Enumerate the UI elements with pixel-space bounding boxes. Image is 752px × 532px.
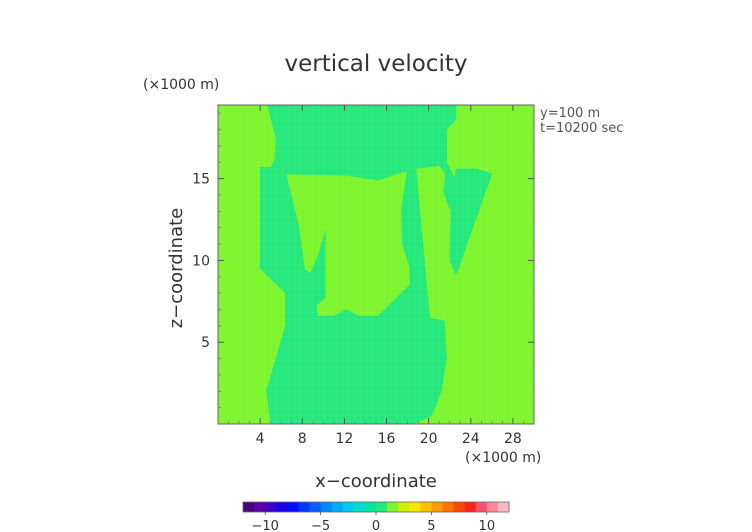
annotation-y: y=100 m bbox=[540, 106, 600, 121]
chart-title: vertical velocity bbox=[285, 51, 468, 77]
colorbar bbox=[243, 502, 510, 512]
colorbar-swatch bbox=[398, 502, 410, 512]
colorbar-swatch bbox=[254, 502, 266, 512]
colorbar-swatch bbox=[442, 502, 454, 512]
x-tick-label: 12 bbox=[335, 431, 353, 447]
x-tick-label: 4 bbox=[256, 431, 265, 447]
colorbar-swatch bbox=[342, 502, 355, 512]
colorbar-swatch bbox=[287, 502, 299, 512]
colorbar-swatch bbox=[497, 502, 510, 512]
x-axis-label: x−coordinate bbox=[315, 471, 437, 492]
colorbar-swatch bbox=[475, 502, 488, 512]
grid-overlay bbox=[218, 105, 534, 424]
colorbar-swatch bbox=[431, 502, 443, 512]
x-tick-label: 16 bbox=[378, 431, 396, 447]
colorbar-swatch bbox=[320, 502, 333, 512]
z-axis-ticks: 5 10 15 bbox=[192, 112, 534, 409]
colorbar-swatch bbox=[486, 502, 499, 512]
x-tick-label: 20 bbox=[420, 431, 438, 447]
colorbar-swatch bbox=[364, 502, 377, 512]
colorbar-swatch bbox=[353, 502, 366, 512]
x-tick-label: 24 bbox=[462, 431, 480, 447]
colorbar-swatch bbox=[409, 502, 421, 512]
colorbar-swatch bbox=[265, 502, 277, 512]
colorbar-tick-label: −5 bbox=[311, 519, 330, 532]
annotation-t: t=10200 sec bbox=[540, 121, 623, 136]
colorbar-tick-label: −10 bbox=[251, 519, 278, 532]
z-tick-label: 15 bbox=[192, 172, 210, 188]
colorbar-swatch bbox=[420, 502, 432, 512]
x-axis-ticks: 4 8 12 16 20 24 28 bbox=[228, 105, 524, 447]
colorbar-tick-label: 0 bbox=[372, 519, 380, 532]
z-axis-label: z−coordinate bbox=[166, 208, 187, 329]
colorbar-swatch bbox=[276, 502, 288, 512]
colorbar-swatch bbox=[453, 502, 466, 512]
x-unit-label: (×1000 m) bbox=[465, 450, 541, 466]
z-tick-label: 10 bbox=[192, 253, 210, 269]
colorbar-swatch bbox=[298, 502, 310, 512]
colorbar-swatch bbox=[331, 502, 344, 512]
colorbar-swatch bbox=[309, 502, 321, 512]
colorbar-ticks: −10 −5 0 5 10 bbox=[251, 512, 495, 532]
z-unit-label: (×1000 m) bbox=[143, 77, 219, 93]
colorbar-swatch bbox=[243, 502, 255, 512]
x-tick-label: 28 bbox=[504, 431, 522, 447]
colorbar-swatch bbox=[376, 502, 388, 512]
colorbar-tick-label: 5 bbox=[427, 519, 435, 532]
z-tick-label: 5 bbox=[201, 335, 210, 351]
colorbar-swatch bbox=[387, 502, 399, 512]
colorbar-tick-label: 10 bbox=[479, 519, 496, 532]
colorbar-swatch bbox=[464, 502, 477, 512]
x-tick-label: 8 bbox=[298, 431, 307, 447]
